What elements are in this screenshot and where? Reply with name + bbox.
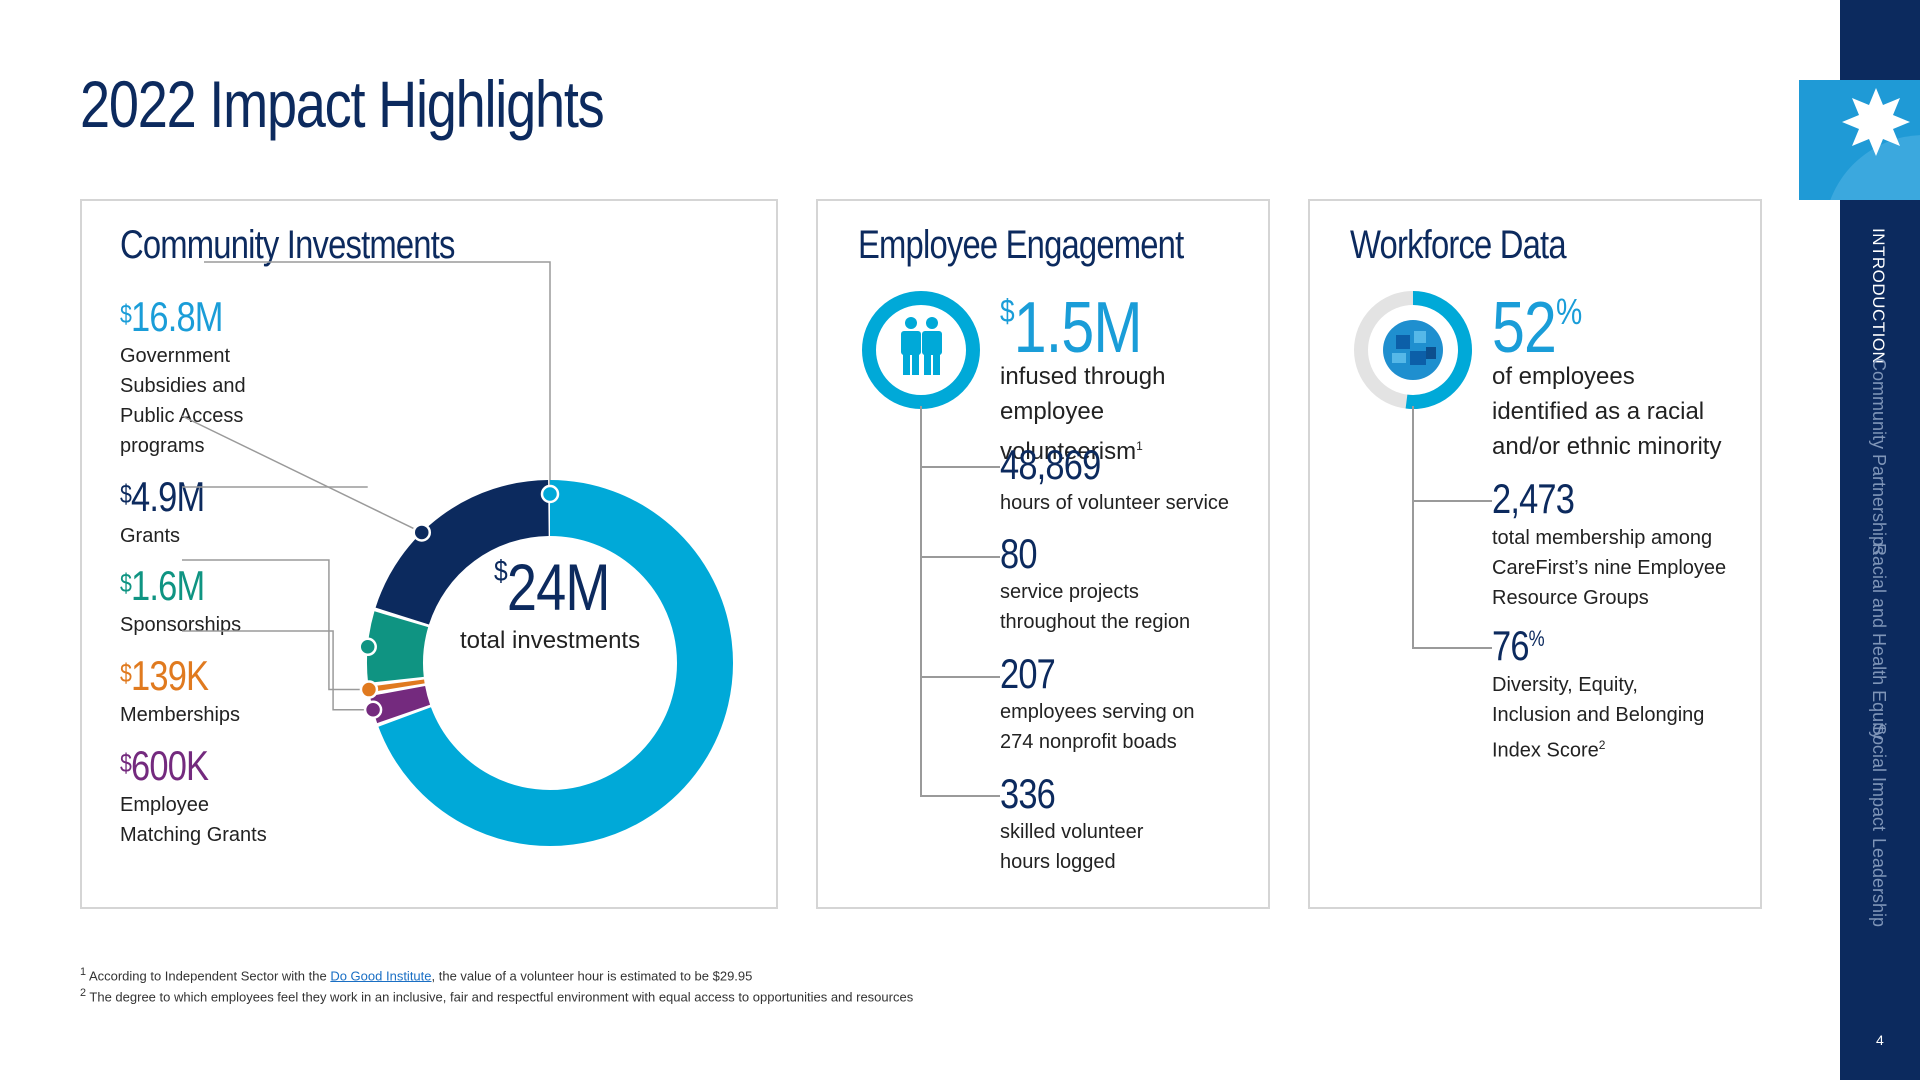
dot-memberships <box>359 680 379 699</box>
nav-social-impact[interactable]: Social Impact <box>1869 723 1889 832</box>
do-good-institute-link[interactable]: Do Good Institute <box>330 968 432 984</box>
engagement-headline-amount: $1.5M <box>1000 288 1143 368</box>
leader-line <box>204 261 551 494</box>
investments-donut-chart <box>181 261 733 846</box>
donut-slice-government <box>378 480 733 846</box>
stat-government-desc: Government Subsidies and Public Access p… <box>120 345 246 457</box>
engagement-connector-3 <box>920 676 1000 678</box>
donut-total-amount: $24M <box>494 550 611 624</box>
leader-line <box>182 559 369 691</box>
stat-grants-amount: $4.9M <box>120 473 205 520</box>
leader-line <box>182 630 374 711</box>
panel-title-community: Community Investments <box>120 223 455 267</box>
donut-segments <box>367 480 733 846</box>
engagement-stat-desc: hours of volunteer service <box>1000 492 1230 514</box>
chart-dots <box>358 484 560 720</box>
dot-government <box>540 484 560 504</box>
engagement-stat-value: 207 <box>1000 650 1056 697</box>
stat-matching-desc: Employee Matching Grants <box>120 794 267 846</box>
nav-community-partnerships[interactable]: Community Partnerships <box>1869 358 1889 556</box>
stat-matching-amount: $600K <box>120 742 209 789</box>
sidebar-nav: INTRODUCTION Community Partnerships Raci… <box>1868 228 1898 928</box>
star-burst-icon <box>1830 88 1920 200</box>
engagement-connector-1 <box>920 466 1000 468</box>
employee-engagement-panel: Employee Engagement $1.5M infused throug… <box>816 199 1270 909</box>
workforce-vertical-line <box>1412 406 1414 648</box>
dot-matching <box>363 700 383 720</box>
footnote-1: 1 According to Independent Sector with t… <box>80 966 753 984</box>
nav-introduction[interactable]: INTRODUCTION <box>1869 228 1888 365</box>
engagement-connector-4 <box>920 795 1000 797</box>
engagement-vertical-line <box>920 406 922 796</box>
panel-title-engagement: Employee Engagement <box>858 223 1184 267</box>
workforce-connector-2 <box>1412 647 1492 649</box>
stat-memberships-amount: $139K <box>120 652 209 699</box>
workforce-ring <box>1354 291 1472 409</box>
workforce-headline-desc: of employees identified as a racial and/… <box>1492 363 1722 460</box>
dot-grants <box>412 523 432 542</box>
engagement-connector-2 <box>920 556 1000 558</box>
leader-line <box>181 415 423 534</box>
engagement-stat-value: 48,869 <box>1000 441 1101 488</box>
stat-memberships-desc: Memberships <box>120 704 241 726</box>
footnote-2: 2 The degree to which employees feel the… <box>80 987 914 1005</box>
engagement-stat-value: 336 <box>1000 770 1056 817</box>
sidebar-badge <box>1799 80 1920 200</box>
chart-leader-lines <box>181 261 551 711</box>
puzzle-globe-icon <box>1383 320 1443 380</box>
people-icon <box>862 291 980 409</box>
workforce-headline-value: 52% <box>1492 288 1582 368</box>
engagement-headline-desc: infused through employee volunteerism1 <box>1000 363 1166 465</box>
engagement-stat-value: 80 <box>1000 530 1037 577</box>
nav-racial-health-equity[interactable]: Racial and Health Equity <box>1869 543 1889 741</box>
stat-sponsorships-amount: $1.6M <box>120 562 205 609</box>
dot-sponsorships <box>358 637 377 657</box>
workforce-connector-1 <box>1412 500 1492 502</box>
page-number: 4 <box>1876 1032 1884 1048</box>
stat-grants-desc: Grants <box>120 525 181 547</box>
workforce-stat-value: 76% <box>1492 622 1545 669</box>
engagement-stat-desc: skilled volunteer hours logged <box>1000 821 1144 873</box>
workforce-stat-value: 2,473 <box>1492 475 1575 522</box>
stat-government-amount: $16.8M <box>120 293 223 340</box>
workforce-data-panel: Workforce Data 52% of employees identifi… <box>1308 199 1762 909</box>
workforce-stat-desc: Diversity, Equity, Inclusion and Belongi… <box>1492 674 1705 762</box>
donut-slice-grants <box>375 480 550 626</box>
donut-slice-memberships <box>368 679 425 693</box>
engagement-stat-desc: service projects throughout the region <box>1000 581 1191 633</box>
donut-slice-sponsorships <box>367 611 429 683</box>
community-investments-panel: Community Investments $16.8M Government … <box>80 199 778 909</box>
page-title: 2022 Impact Highlights <box>80 67 605 141</box>
engagement-stat-desc: employees serving on 274 nonprofit boads <box>1000 701 1195 753</box>
donut-slice-matching <box>370 685 431 724</box>
donut-total-label: total investments <box>460 627 641 654</box>
nav-leadership[interactable]: Leadership <box>1869 838 1889 928</box>
workforce-stat-desc: total membership among CareFirst’s nine … <box>1492 527 1727 609</box>
panel-title-workforce: Workforce Data <box>1350 223 1567 267</box>
